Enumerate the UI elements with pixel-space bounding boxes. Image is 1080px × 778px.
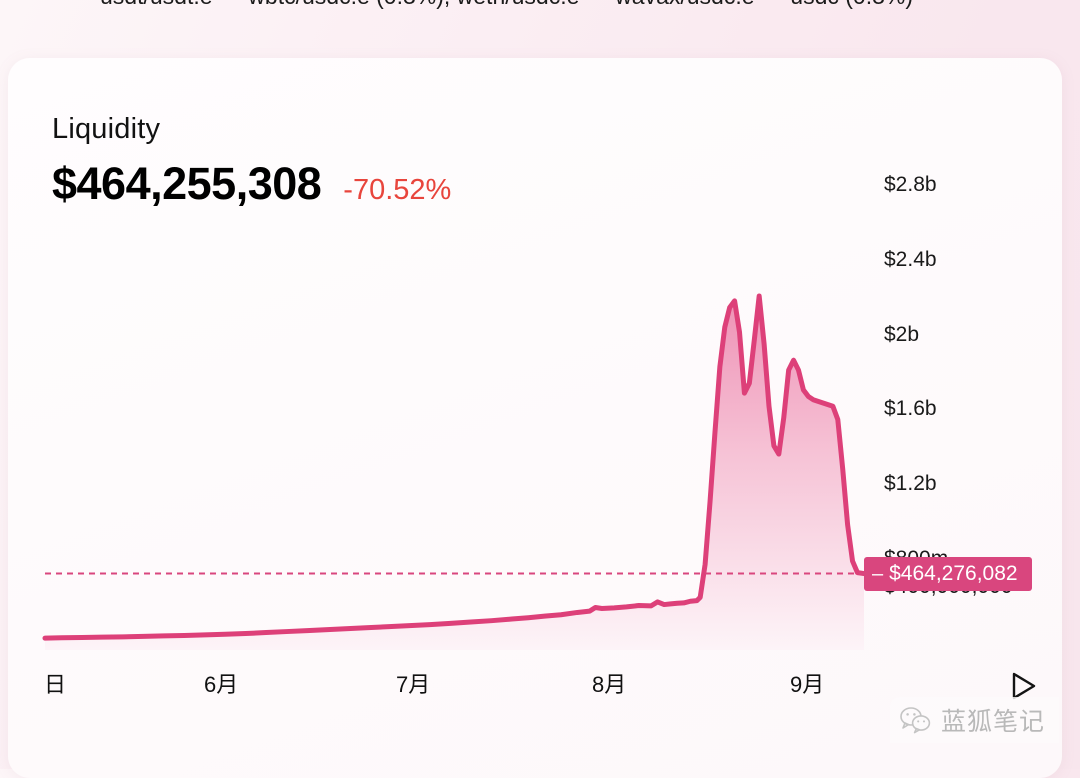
chart-area-fill: [45, 295, 864, 650]
y-axis-label-2: $2b: [884, 323, 920, 346]
clipped-header-strip: usdt/usdt.e — wbtc/usdc.e (0.3%), weth/u…: [0, 0, 1080, 14]
x-axis-label-0: 日: [44, 672, 67, 697]
chart-plot-area[interactable]: $2.8b $2.4b $2b $1.6b $1.2b $800m $400,0…: [8, 58, 1062, 778]
clipped-header-text: usdt/usdt.e — wbtc/usdc.e (0.3%), weth/u…: [100, 0, 913, 10]
chart-line: [42, 293, 867, 641]
x-axis-label-3: 8月: [592, 672, 627, 697]
stat-value: $464,255,308: [52, 157, 322, 209]
liquidity-area-chart[interactable]: [8, 58, 1062, 778]
play-button[interactable]: [1004, 666, 1044, 706]
y-axis-label-4: $1.2b: [884, 472, 937, 495]
stat-row: $464,255,308 -70.52%: [52, 157, 452, 209]
x-axis-label-4: 9月: [790, 672, 825, 697]
play-icon: [1012, 672, 1036, 700]
stat-change-percent: -70.52%: [343, 173, 452, 206]
badge-dash: –: [872, 563, 884, 585]
x-axis-label-1: 6月: [204, 672, 239, 697]
stat-header: Liquidity $464,255,308 -70.52%: [52, 113, 452, 209]
current-value-badge: – $464,276,082: [864, 557, 1032, 591]
x-axis-label-2: 7月: [396, 672, 431, 697]
watermark-text: 蓝狐笔记: [941, 707, 1046, 736]
y-axis-label-1: $2.4b: [884, 248, 937, 271]
wechat-watermark: 蓝狐笔记: [890, 697, 1060, 743]
badge-value: $464,276,082: [889, 562, 1018, 585]
y-axis-label-0: $2.8b: [884, 173, 937, 196]
y-axis-label-3: $1.6b: [884, 397, 937, 420]
wechat-icon: [900, 707, 931, 734]
chart-geometry: [42, 293, 867, 650]
liquidity-chart-card: Liquidity $464,255,308 -70.52% $2.8b $2.…: [8, 58, 1062, 778]
page-title: Liquidity: [52, 113, 161, 145]
